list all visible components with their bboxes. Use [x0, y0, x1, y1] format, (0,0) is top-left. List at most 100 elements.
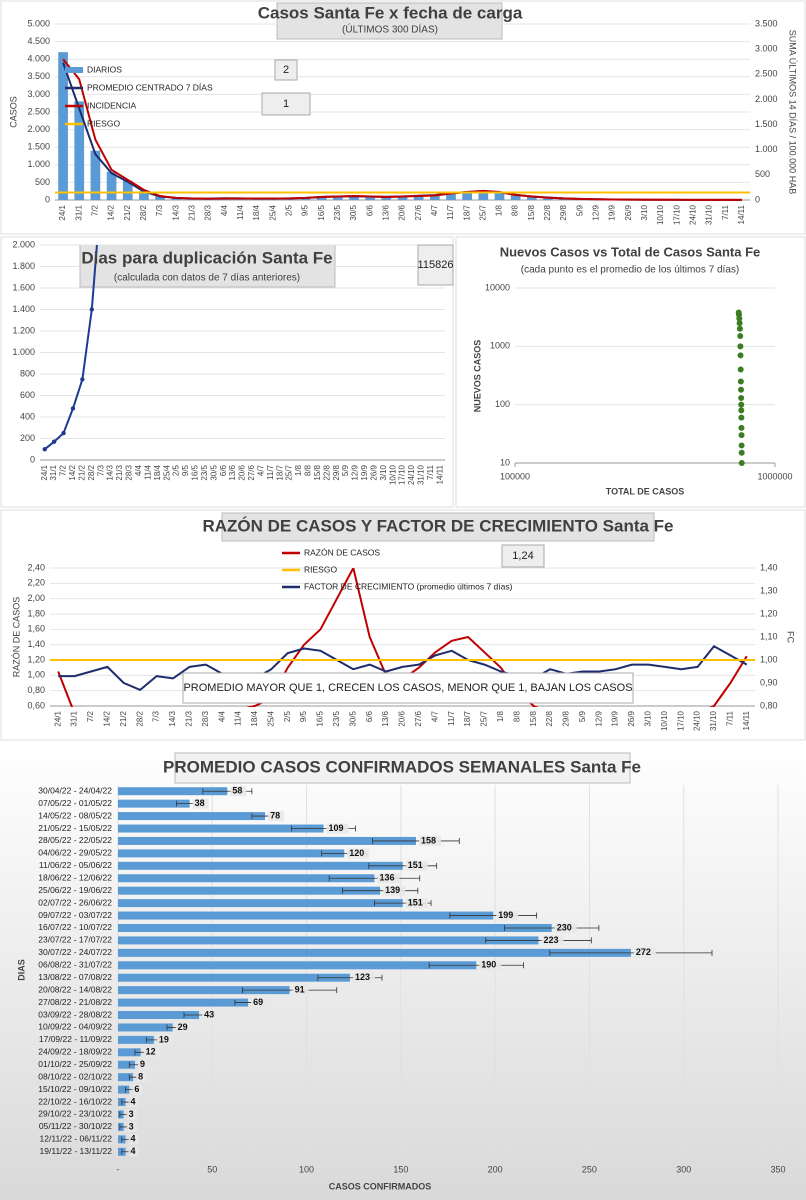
data-label: 151	[408, 860, 423, 870]
point	[89, 307, 95, 312]
x-tick-label: 28/3	[201, 710, 210, 726]
data-label: 6	[134, 1084, 139, 1094]
x-tick-label: 20/6	[398, 710, 407, 726]
chart-subtitle: (cada punto es el promedio de los último…	[521, 265, 739, 276]
x-tick-label: 31/1	[70, 710, 79, 726]
data-label: 8	[138, 1072, 143, 1082]
x-tick-label: 28/3	[204, 204, 213, 220]
x-tick-label: 31/10	[709, 710, 718, 731]
annotation-box	[501, 544, 545, 568]
x-tick-label: 24/1	[58, 204, 67, 220]
point	[738, 424, 745, 431]
x-tick-label: 2/5	[172, 464, 181, 476]
chart-title: Casos Santa Fe x fecha de carga	[258, 3, 523, 22]
data-label-box	[192, 798, 209, 809]
x-tick-label: 25/7	[285, 464, 294, 480]
error-bar	[342, 887, 419, 894]
data-label-box	[418, 835, 441, 846]
yticks-label: 1.500	[27, 142, 50, 152]
data-label-box	[268, 811, 285, 822]
title-box	[221, 512, 655, 542]
y2ticks-label: 500	[755, 169, 770, 179]
data-label-box	[251, 997, 268, 1008]
yticks-label: 1,80	[27, 608, 45, 618]
panel	[455, 236, 806, 508]
data-label: 4	[131, 1096, 136, 1106]
line	[62, 58, 742, 201]
yticks-label: 1.800	[12, 261, 35, 271]
data-label-box	[554, 922, 577, 933]
y-tick-label: 07/05/22 - 01/05/22	[38, 798, 112, 808]
data-label-box	[137, 1059, 148, 1070]
x-tick-label: 7/3	[155, 204, 164, 216]
yticks-label: 500	[35, 177, 50, 187]
data-label: 139	[385, 885, 400, 895]
y2ticks-label: 1,00	[760, 654, 778, 664]
y-tick-label: 10/09/22 - 04/09/22	[38, 1022, 112, 1032]
bar	[543, 197, 553, 200]
error-bar	[449, 912, 538, 919]
x-axis-label: TOTAL DE CASOS	[606, 486, 685, 496]
x-tick-label: 7/11	[426, 464, 435, 480]
x-tick-label: 14/11	[435, 464, 444, 484]
x-tick-label: 24/10	[407, 464, 416, 485]
yticks-label: 1.000	[12, 347, 35, 357]
y-tick-label: 04/06/22 - 29/05/22	[38, 848, 112, 858]
x-tick-label: 7/2	[59, 464, 68, 476]
yticks-label: 2,40	[27, 562, 45, 572]
point	[70, 406, 76, 411]
yticks-label: 4.000	[27, 54, 50, 64]
title-box	[276, 2, 503, 40]
data-label-box	[128, 1146, 139, 1157]
yticks-label: 0,80	[27, 685, 45, 695]
x-tick-label: 11/7	[266, 464, 275, 480]
data-label-box	[202, 1010, 219, 1021]
x-tick-label: 350	[770, 1164, 785, 1174]
x-tick-label: 11/7	[447, 710, 456, 726]
x-tick-label: 13/6	[228, 464, 237, 480]
annotation: PROMEDIO MAYOR QUE 1, CRECEN LOS CASOS, …	[183, 682, 632, 694]
error-bar	[485, 937, 592, 944]
x-tick-label: 100000	[500, 471, 530, 481]
yticks-label: 5.000	[27, 18, 50, 28]
x-tick-label: 5/9	[578, 710, 587, 722]
x-tick-label: 26/9	[624, 204, 633, 220]
data-label: 123	[355, 972, 370, 982]
x-tick-label: 250	[582, 1164, 597, 1174]
yticks-label: 2,00	[27, 593, 45, 603]
bar	[429, 195, 440, 200]
bar	[118, 923, 552, 932]
chart: 0 500 1.000 1.500 2.000 2.500 3.000 3.500 4.000 4…	[8, 3, 797, 225]
x-tick-label: 24/10	[693, 710, 702, 731]
x-tick-label: 21/2	[123, 204, 132, 220]
bar	[118, 849, 345, 858]
y-tick-label: 1000	[490, 341, 510, 351]
y2ticks-label: 0	[755, 194, 760, 204]
bar	[118, 812, 266, 821]
x-tick-label: 8/8	[512, 710, 521, 722]
data-label: 4	[131, 1146, 136, 1156]
x-tick-label: 50	[207, 1164, 217, 1174]
x-tick-label: 31/10	[417, 464, 426, 485]
y2ticks-label: 2.000	[755, 94, 778, 104]
error-bar	[504, 924, 600, 931]
y2ticks-label: 1,40	[760, 562, 778, 572]
x-tick-label: 7/11	[726, 710, 735, 726]
legend-swatch	[65, 67, 83, 73]
x-tick-label: 29/8	[562, 710, 571, 726]
bar	[118, 1073, 134, 1082]
title-box	[174, 752, 631, 784]
x-tick-label: 1/8	[294, 464, 303, 476]
data-label: 38	[195, 798, 205, 808]
annotation: 1,24	[512, 550, 533, 562]
data-label: 151	[408, 897, 423, 907]
legend-label: FACTOR DE CRECIMIENTO (promedio últimos …	[304, 581, 513, 591]
y-tick-label: 14/05/22 - 08/05/22	[38, 810, 112, 820]
data-label: 120	[349, 848, 364, 858]
x-tick-label: 28/3	[125, 464, 134, 480]
x-tick-label: 18/4	[252, 204, 261, 220]
y-tick-label: 28/05/22 - 22/05/22	[38, 835, 112, 845]
data-label-box	[541, 935, 564, 946]
bar	[349, 196, 359, 200]
